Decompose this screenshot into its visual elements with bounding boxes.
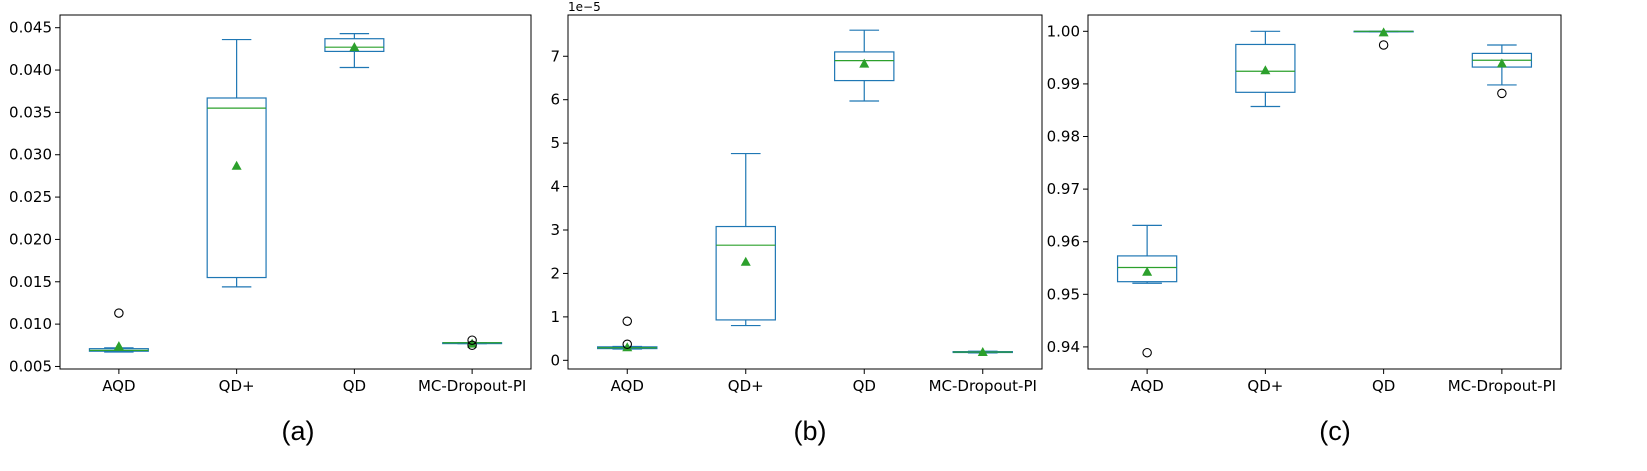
y-tick-label: 0.97	[1047, 180, 1080, 198]
y-tick-label: 0.005	[9, 357, 52, 375]
y-tick-label: 1	[550, 308, 560, 326]
subfigure-caption: (c)	[1319, 416, 1350, 446]
y-tick-label: 0.040	[9, 61, 52, 79]
y-tick-label: 2	[550, 264, 560, 282]
x-tick-label: QD+	[728, 377, 764, 395]
outlier-point	[622, 316, 632, 326]
x-tick-label: QD	[343, 377, 366, 395]
iqr-box	[1116, 255, 1178, 283]
chart-panel-a: 0.005 0.010 0.015 0.020 0.025 0.030 0.035 0.040…	[9, 14, 532, 446]
outlier-point	[1142, 347, 1152, 358]
x-tick-label: MC-Dropout-PI	[418, 377, 526, 395]
chart-panel-b: 0 1 2 3 4 5 6 7 1e−5 AQD QD+ QD MC-Dropout-PI (b)	[550, 0, 1043, 446]
mean-marker	[1142, 266, 1153, 276]
iqr-box	[1235, 43, 1296, 93]
y-tick-label: 0.025	[9, 188, 52, 206]
y-tick-label: 0.030	[9, 146, 52, 164]
subfigure-caption: (b)	[794, 416, 827, 446]
mean-marker	[349, 42, 360, 52]
y-tick-label: 3	[550, 221, 560, 239]
x-tick-label: QD+	[219, 377, 255, 395]
axis-multiplier: 1e−5	[568, 0, 601, 14]
box-mc-dropout-pi	[952, 347, 1013, 357]
mean-marker	[859, 58, 870, 68]
x-tick-label: MC-Dropout-PI	[1448, 377, 1556, 395]
x-tick-label: AQD	[1130, 377, 1163, 395]
subfigure-caption: (a)	[282, 416, 315, 446]
axes-frame	[567, 14, 1043, 370]
y-tick-label: 0.035	[9, 103, 52, 121]
mean-marker	[1496, 58, 1507, 68]
mean-marker	[467, 338, 478, 348]
y-tick-label: 0.015	[9, 273, 52, 291]
box-qd	[834, 29, 895, 102]
box-aqd	[88, 308, 149, 353]
iqr-box	[834, 51, 895, 82]
x-tick-label: QD+	[1247, 377, 1283, 395]
box-aqd	[1116, 224, 1178, 358]
x-tick-label: AQD	[102, 377, 135, 395]
mean-marker	[740, 256, 751, 266]
box-qd-	[206, 38, 267, 288]
mean-marker	[622, 342, 633, 352]
y-tick-label: 0.045	[9, 19, 52, 37]
outlier-point	[114, 308, 124, 318]
x-tick-label: QD	[853, 377, 876, 395]
chart-panel-c: 0.94 0.95 0.96 0.97 0.98 0.99 1.00 AQD QD+ QD MC-D…	[1047, 14, 1562, 446]
mean-marker	[113, 341, 124, 351]
outlier-point	[1378, 40, 1389, 50]
box-qd	[1353, 27, 1414, 50]
y-tick-label: 0.94	[1047, 338, 1080, 356]
mean-marker	[1378, 27, 1389, 37]
mean-marker	[231, 160, 242, 170]
outlier-point	[467, 335, 477, 345]
outlier-point	[622, 339, 632, 349]
y-tick-label: 0.96	[1047, 233, 1080, 251]
y-tick-label: 0.99	[1047, 75, 1080, 93]
mean-marker	[1260, 65, 1271, 75]
box-qd	[324, 33, 385, 69]
y-tick-label: 0.95	[1047, 285, 1080, 303]
axes-frame	[1087, 14, 1562, 370]
x-tick-label: AQD	[611, 377, 644, 395]
y-tick-label: 1.00	[1047, 22, 1080, 40]
outlier-point	[467, 340, 477, 351]
iqr-box	[324, 38, 385, 53]
box-qd-	[1235, 30, 1296, 108]
y-tick-label: 0.020	[9, 230, 52, 248]
y-tick-label: 0	[550, 351, 560, 369]
box-mc-dropout-pi	[1471, 44, 1533, 99]
y-tick-label: 0.010	[9, 315, 52, 333]
y-tick-label: 5	[550, 134, 560, 152]
y-tick-label: 4	[550, 178, 560, 196]
mean-marker	[977, 347, 988, 357]
box-qd-	[715, 152, 776, 327]
x-tick-label: QD	[1372, 377, 1395, 395]
iqr-box	[206, 97, 267, 279]
box-aqd	[597, 316, 658, 352]
y-tick-label: 6	[550, 91, 560, 109]
axes-frame	[59, 14, 532, 370]
x-tick-label: MC-Dropout-PI	[929, 377, 1037, 395]
iqr-box	[715, 225, 776, 321]
y-tick-label: 7	[550, 47, 560, 65]
box-mc-dropout-pi	[442, 335, 503, 351]
outlier-point	[1497, 88, 1507, 99]
y-tick-label: 0.98	[1047, 128, 1080, 146]
